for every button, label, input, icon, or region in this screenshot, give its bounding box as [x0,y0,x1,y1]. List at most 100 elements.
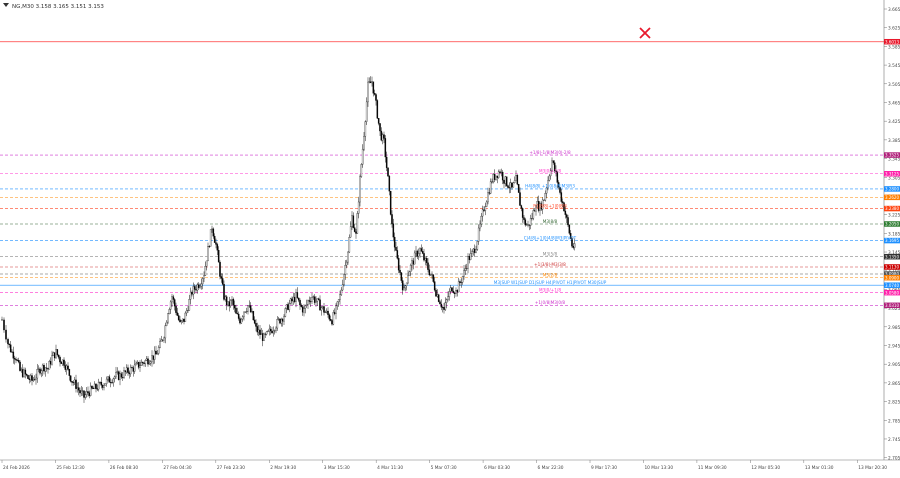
candle-body [3,319,5,331]
candle-body [125,367,128,373]
candle-body [519,192,521,206]
candle-body [215,242,217,245]
candle-body [337,299,340,303]
candle-body [355,231,357,234]
candle-body [291,298,293,302]
candle-body [207,246,209,262]
candle-body [7,339,9,345]
candle-body [424,258,427,261]
candle-body [405,282,408,286]
candle-body [400,272,403,281]
price-badge [884,237,900,244]
candle-body [452,290,455,293]
time-tick-label: 25 Feb 12:30 [56,465,84,471]
candle-body [301,306,304,313]
dropdown-triangle-icon[interactable] [3,3,9,7]
price-badge [884,171,900,177]
candle-body [255,323,257,327]
candle-body [11,351,13,353]
candle-body [229,300,232,307]
candle-body [363,136,365,150]
candle-body [564,210,567,215]
candle-body [176,312,179,316]
candle-body [155,350,157,355]
candle-body [567,217,569,226]
candle-body [416,250,419,257]
candle-body [436,294,439,297]
price-tick-label: 3.025 [888,306,900,312]
candle-body [327,310,329,315]
candle-body [89,385,92,396]
candle-body [511,182,513,188]
candle-body [45,367,48,369]
candle-body [401,280,404,291]
candle-body [25,373,28,376]
price-tick-label: 3.545 [888,63,900,69]
candle-body [557,182,560,188]
candle-body [471,251,473,254]
candle-body [463,270,465,277]
candle-body [447,296,449,300]
candle-body [360,164,363,177]
candle-body [325,310,328,313]
price-tick-label: 2.865 [888,381,900,387]
candle-body [203,275,205,279]
candle-body [44,367,47,372]
candle-body [12,351,15,359]
price-badge [884,271,900,277]
candle-body [133,364,136,372]
candle-body [403,287,405,291]
candle-body [412,260,415,265]
level-label: C|4/8|+1|0|4/8|M3|PIVOT [524,235,577,240]
candle-body [312,296,315,298]
candle-body [80,390,83,394]
candle-body [369,81,372,84]
price-badge-label: 3.1695 [885,238,899,243]
candle-body [85,391,88,395]
candle-body [61,359,64,364]
candle-body [225,296,228,306]
candle-body [376,100,379,119]
candle-body [236,313,239,315]
candle-body [104,383,107,386]
price-tick-label: 2.905 [888,362,900,368]
candle-body [164,325,167,339]
candle-body [213,235,216,243]
candle-body [97,382,100,390]
candle-body [375,94,377,101]
candle-body [472,248,475,252]
candle-body [409,265,412,273]
candle-body [571,238,573,247]
time-tick-label: 27 Feb 23:30 [217,465,245,471]
price-tick-label: 3.585 [888,44,900,50]
candle-body [149,361,152,364]
chart-title: NG,M30 3.158 3.165 3.151 3.153 [12,4,104,10]
candle-body [392,223,395,238]
candle-body [72,382,75,384]
candle-body [499,171,501,173]
candle-body [468,256,471,260]
candle-body [128,372,131,375]
candle-body [48,361,51,370]
candle-body [212,228,215,237]
candle-body [239,318,241,324]
candle-body [505,176,508,186]
candle-body [112,378,115,383]
candle-body [352,215,355,228]
candle-body [88,392,91,396]
candle-body [123,370,125,378]
candle-body [117,371,120,380]
price-badge-label: 3.0310 [885,303,899,308]
candle-body [204,266,207,276]
price-badge-label: 3.1130 [885,265,899,270]
candle-body [241,316,244,320]
time-tick-label: 11 Mar 09:30 [698,465,727,471]
candle-body [475,249,477,253]
candle-body [57,354,60,358]
time-tick-label: 24 Feb 2026 [3,465,30,471]
candle-body [145,358,148,361]
candle-body [256,326,259,333]
level-label: M3|0|+1/8 [539,169,561,174]
